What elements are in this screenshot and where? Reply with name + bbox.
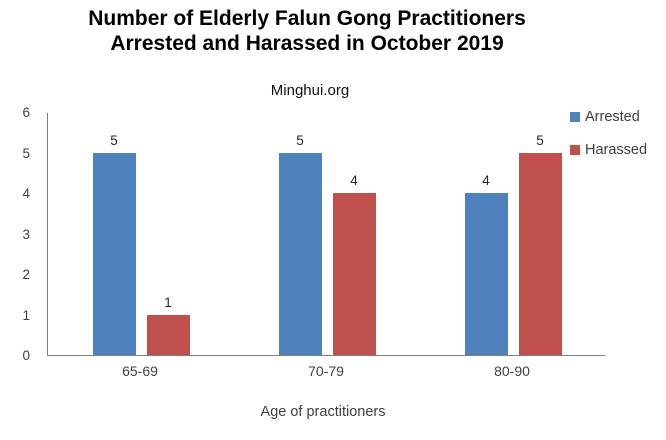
bar-data-label: 4 [350, 173, 358, 188]
bar-data-label: 1 [164, 294, 172, 310]
harassed-bar-column: 1 [146, 294, 190, 355]
bar-data-label: 4 [482, 173, 490, 188]
arrested-bar-column: 5 [92, 132, 136, 355]
legend-label: Arrested [585, 109, 640, 125]
legend: Arrested Harassed [570, 108, 647, 174]
arrested-bar [278, 152, 322, 355]
x-axis-tick-label: 70-79 [308, 363, 344, 379]
x-axis-title: Age of practitioners [260, 404, 386, 420]
chart-title-line-1: Number of Elderly Falun Gong Practitione… [88, 7, 526, 30]
bar-data-label: 5 [110, 132, 118, 148]
harassed-bar [332, 193, 376, 355]
legend-item-arrested: Arrested [570, 108, 647, 126]
legend-item-harassed: Harassed [570, 141, 647, 159]
y-axis-tick-labels: 0 1 2 3 4 5 6 [0, 105, 40, 363]
x-axis-tick-label: 80-90 [494, 363, 530, 379]
bar-data-label: 5 [536, 132, 544, 148]
arrested-bar [464, 193, 508, 355]
x-axis-tick-label: 65-69 [122, 363, 158, 379]
arrested-bar-column: 4 [464, 173, 508, 355]
chart-title: Number of Elderly Falun Gong Practitione… [0, 6, 614, 56]
legend-label: Harassed [585, 142, 648, 158]
harassed-swatch-icon [570, 145, 580, 155]
arrested-bar-column: 5 [278, 132, 322, 355]
y-axis-tick-label: 4 [22, 186, 30, 201]
arrested-swatch-icon [570, 112, 580, 122]
y-axis-tick-label: 6 [22, 105, 30, 120]
y-axis-tick-label: 0 [22, 348, 30, 363]
harassed-bar [518, 152, 562, 355]
harassed-bar-column: 4 [332, 173, 376, 355]
y-axis-tick-label: 2 [22, 267, 30, 282]
harassed-bar [146, 314, 190, 355]
chart-title-line-2: Arrested and Harassed in October 2019 [110, 32, 504, 55]
y-axis-tick-label: 5 [22, 145, 30, 161]
y-axis-tick-label: 3 [22, 226, 30, 242]
chart-subtitle: Minghui.org [270, 82, 350, 99]
bar-data-label: 5 [296, 132, 304, 148]
harassed-bar-column: 5 [518, 132, 562, 355]
arrested-bar [92, 152, 136, 355]
y-axis-tick-label: 1 [22, 307, 30, 323]
